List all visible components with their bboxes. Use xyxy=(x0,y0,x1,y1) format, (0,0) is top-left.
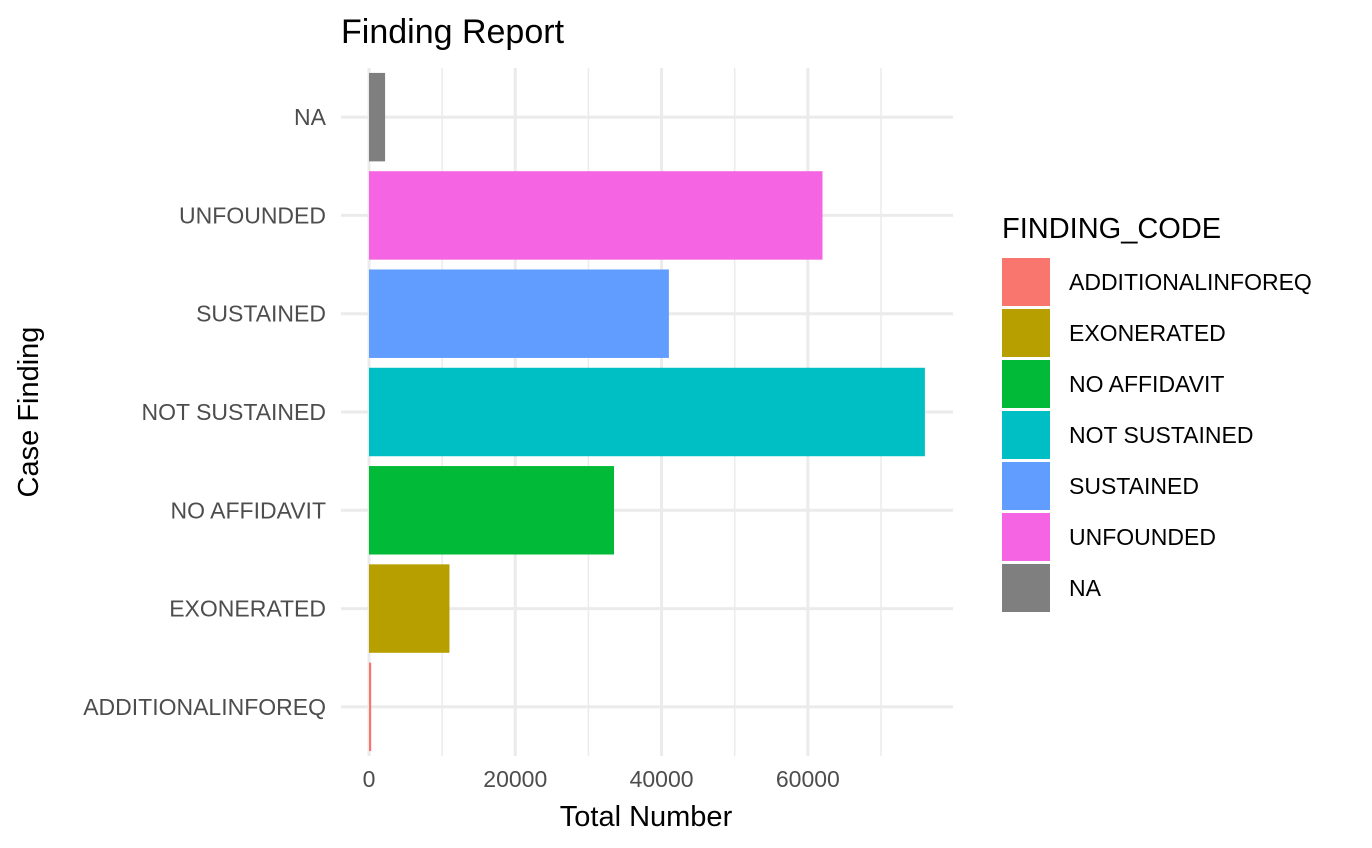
x-tick-label: 40000 xyxy=(630,766,694,792)
bar-exonerated xyxy=(369,564,450,653)
y-tick-label: NOT SUSTAINED xyxy=(142,399,326,425)
y-tick-label: UNFOUNDED xyxy=(179,202,326,228)
legend-label: NOT SUSTAINED xyxy=(1069,422,1253,448)
y-tick-label: EXONERATED xyxy=(169,596,326,622)
x-tick-label: 0 xyxy=(363,766,376,792)
chart-title: Finding Report xyxy=(341,13,565,51)
bar-sustained xyxy=(369,269,669,358)
bars xyxy=(369,72,925,752)
legend-key xyxy=(1002,258,1050,306)
legend-key xyxy=(1002,462,1050,510)
x-axis-title: Total Number xyxy=(560,801,733,833)
legend-label: EXONERATED xyxy=(1069,320,1226,346)
legend-label: NA xyxy=(1069,575,1102,601)
legend-label: NO AFFIDAVIT xyxy=(1069,371,1224,397)
legend-key xyxy=(1002,360,1050,408)
bar-unfounded xyxy=(369,171,823,260)
legend-label: ADDITIONALINFOREQ xyxy=(1069,269,1312,295)
legend-key xyxy=(1002,564,1050,612)
y-tick-label: NA xyxy=(294,104,327,130)
bar-no-affidavit xyxy=(369,466,615,555)
bar-na xyxy=(369,72,386,162)
legend-label: SUSTAINED xyxy=(1069,473,1199,499)
legend-key xyxy=(1002,513,1050,561)
y-tick-label: NO AFFIDAVIT xyxy=(171,497,326,523)
legend: FINDING_CODE ADDITIONALINFOREQ EXONERATED… xyxy=(1002,213,1312,612)
legend-key xyxy=(1002,309,1050,357)
legend-label: UNFOUNDED xyxy=(1069,524,1216,550)
y-axis-tick-labels: ADDITIONALINFOREQ EXONERATED NO AFFIDAVIT N… xyxy=(83,104,326,720)
bar-additionalinforeq xyxy=(369,662,372,752)
x-axis-tick-labels: 0 20000 40000 60000 xyxy=(363,766,840,792)
y-tick-label: SUSTAINED xyxy=(196,301,326,327)
y-axis-title: Case Finding xyxy=(13,327,45,498)
x-tick-label: 20000 xyxy=(483,766,547,792)
x-tick-label: 60000 xyxy=(776,766,840,792)
y-tick-label: ADDITIONALINFOREQ xyxy=(83,694,326,720)
bar-not-sustained xyxy=(369,367,925,457)
legend-key xyxy=(1002,411,1050,459)
legend-title: FINDING_CODE xyxy=(1002,213,1221,245)
